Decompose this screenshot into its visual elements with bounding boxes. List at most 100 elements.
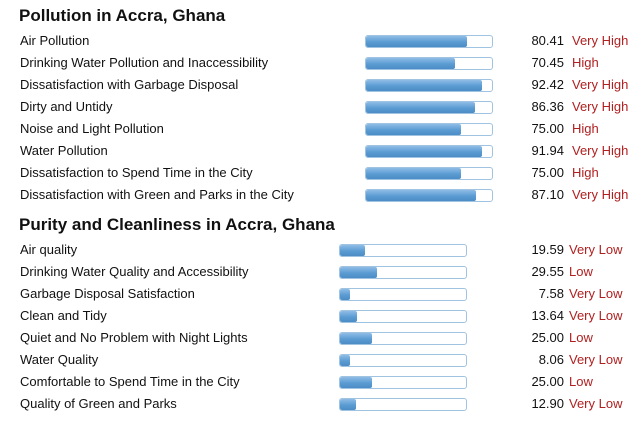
metric-label: Water Quality bbox=[20, 352, 99, 367]
pollution-section: Pollution in Accra, Ghana Air Pollution 8… bbox=[0, 6, 640, 206]
score-bar-fill bbox=[340, 267, 378, 278]
score-bar-fill bbox=[340, 355, 351, 366]
metric-level: Very Low bbox=[569, 286, 623, 301]
metric-value: 75.00 bbox=[531, 121, 564, 136]
score-bar-fill bbox=[366, 80, 483, 91]
metric-label: Dissatisfaction with Garbage Disposal bbox=[20, 77, 239, 92]
metric-value: 92.42 bbox=[531, 77, 564, 92]
pollution-row: Water Pollution 91.94 Very High bbox=[0, 140, 640, 162]
score-bar bbox=[339, 376, 467, 389]
score-bar bbox=[365, 35, 493, 48]
score-bar bbox=[339, 332, 467, 345]
metric-value: 12.90 bbox=[531, 396, 564, 411]
metric-label: Drinking Water Pollution and Inaccessibi… bbox=[20, 55, 269, 70]
score-bar-fill bbox=[366, 102, 475, 113]
metric-label: Dirty and Untidy bbox=[20, 99, 113, 114]
metric-level: Very Low bbox=[569, 396, 623, 411]
purity-row: Drinking Water Quality and Accessibility… bbox=[0, 261, 640, 283]
score-bar-fill bbox=[366, 168, 461, 179]
metric-label: Dissatisfaction with Green and Parks in … bbox=[20, 187, 294, 202]
metric-value: 91.94 bbox=[531, 143, 564, 158]
metric-value: 29.55 bbox=[531, 264, 564, 279]
score-bar-fill bbox=[340, 399, 357, 410]
score-bar bbox=[365, 101, 493, 114]
score-bar-fill bbox=[340, 289, 350, 300]
metric-level: Very High bbox=[572, 77, 629, 92]
score-bar bbox=[339, 244, 467, 257]
score-bar bbox=[365, 145, 493, 158]
pollution-row: Dissatisfaction to Spend Time in the Cit… bbox=[0, 162, 640, 184]
metric-level: Very Low bbox=[569, 352, 623, 367]
score-bar bbox=[365, 167, 493, 180]
metric-label: Air Pollution bbox=[20, 33, 90, 48]
pollution-row: Air Pollution 80.41 Very High bbox=[0, 30, 640, 52]
purity-row: Air quality 19.59 Very Low bbox=[0, 239, 640, 261]
metric-label: Quiet and No Problem with Night Lights bbox=[20, 330, 248, 345]
metric-level: Very High bbox=[572, 143, 629, 158]
metric-label: Air quality bbox=[20, 242, 78, 257]
metric-label: Clean and Tidy bbox=[20, 308, 107, 323]
score-bar bbox=[339, 288, 467, 301]
score-bar-fill bbox=[366, 58, 455, 69]
metric-value: 19.59 bbox=[531, 242, 564, 257]
score-bar bbox=[339, 398, 467, 411]
metric-value: 25.00 bbox=[531, 330, 564, 345]
metric-level: High bbox=[572, 121, 599, 136]
metric-label: Noise and Light Pollution bbox=[20, 121, 164, 136]
metric-label: Comfortable to Spend Time in the City bbox=[20, 374, 240, 389]
score-bar-fill bbox=[366, 36, 468, 47]
pollution-row: Dissatisfaction with Green and Parks in … bbox=[0, 184, 640, 206]
metric-level: Very Low bbox=[569, 242, 623, 257]
metric-level: Very High bbox=[572, 99, 629, 114]
score-bar bbox=[365, 123, 493, 136]
metric-label: Drinking Water Quality and Accessibility bbox=[20, 264, 249, 279]
metric-level: Low bbox=[569, 264, 593, 279]
metric-value: 8.06 bbox=[538, 352, 564, 367]
score-bar bbox=[339, 310, 467, 323]
metric-value: 13.64 bbox=[531, 308, 564, 323]
metric-value: 7.58 bbox=[538, 286, 564, 301]
score-bar bbox=[339, 354, 467, 367]
metric-value: 86.36 bbox=[531, 99, 564, 114]
score-bar-fill bbox=[366, 124, 461, 135]
score-bar-fill bbox=[366, 146, 482, 157]
metric-label: Quality of Green and Parks bbox=[20, 396, 177, 411]
score-bar-fill bbox=[340, 311, 358, 322]
pollution-row: Drinking Water Pollution and Inaccessibi… bbox=[0, 52, 640, 74]
metric-level: High bbox=[572, 55, 599, 70]
purity-row: Quiet and No Problem with Night Lights 25… bbox=[0, 327, 640, 349]
metric-label: Water Pollution bbox=[20, 143, 108, 158]
pollution-row: Dissatisfaction with Garbage Disposal 92.… bbox=[0, 74, 640, 96]
pollution-row: Noise and Light Pollution 75.00 High bbox=[0, 118, 640, 140]
metric-level: High bbox=[572, 165, 599, 180]
metric-value: 80.41 bbox=[531, 33, 564, 48]
purity-row: Garbage Disposal Satisfaction 7.58 Very Lo… bbox=[0, 283, 640, 305]
score-bar bbox=[339, 266, 467, 279]
metric-value: 70.45 bbox=[531, 55, 564, 70]
metric-level: Low bbox=[569, 374, 593, 389]
pollution-row: Dirty and Untidy 86.36 Very High bbox=[0, 96, 640, 118]
score-bar bbox=[365, 57, 493, 70]
score-bar-fill bbox=[340, 245, 365, 256]
score-bar bbox=[365, 79, 493, 92]
purity-section: Purity and Cleanliness in Accra, Ghana A… bbox=[0, 215, 640, 415]
metric-level: Very High bbox=[572, 187, 629, 202]
purity-title: Purity and Cleanliness in Accra, Ghana bbox=[19, 215, 335, 234]
purity-row: Clean and Tidy 13.64 Very Low bbox=[0, 305, 640, 327]
pollution-title: Pollution in Accra, Ghana bbox=[19, 6, 226, 25]
metric-level: Low bbox=[569, 330, 593, 345]
score-bar bbox=[365, 189, 493, 202]
metric-level: Very High bbox=[572, 33, 629, 48]
purity-row: Quality of Green and Parks 12.90 Very Low bbox=[0, 393, 640, 415]
metric-label: Dissatisfaction to Spend Time in the Cit… bbox=[20, 165, 253, 180]
purity-row: Comfortable to Spend Time in the City 25.… bbox=[0, 371, 640, 393]
score-bar-fill bbox=[340, 377, 372, 388]
score-bar-fill bbox=[340, 333, 372, 344]
metric-value: 87.10 bbox=[531, 187, 564, 202]
metric-label: Garbage Disposal Satisfaction bbox=[20, 286, 195, 301]
purity-row: Water Quality 8.06 Very Low bbox=[0, 349, 640, 371]
metric-level: Very Low bbox=[569, 308, 623, 323]
metric-value: 75.00 bbox=[531, 165, 564, 180]
metric-value: 25.00 bbox=[531, 374, 564, 389]
score-bar-fill bbox=[366, 190, 476, 201]
